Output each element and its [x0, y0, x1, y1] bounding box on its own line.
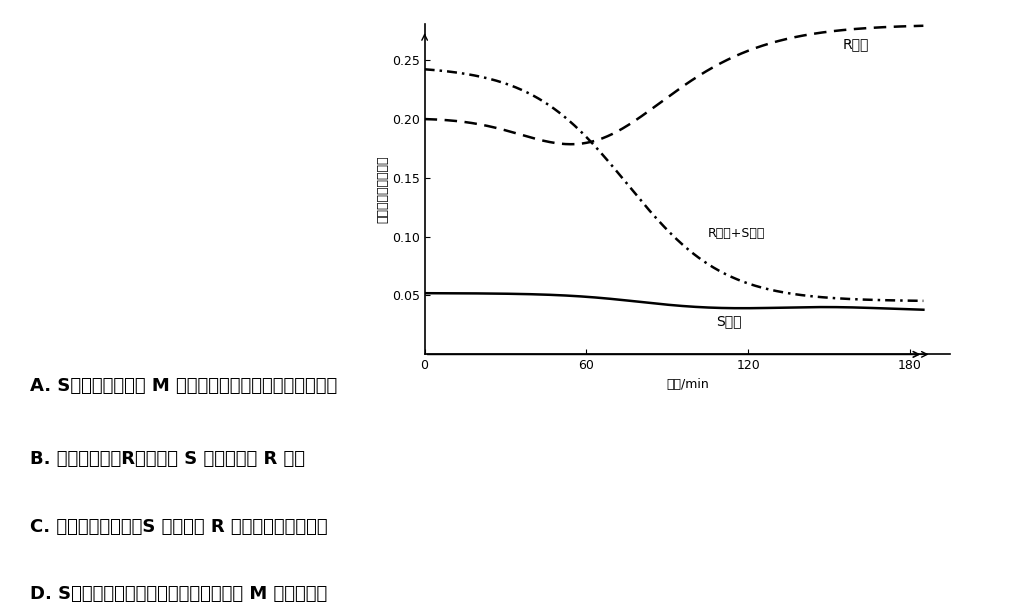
Text: R型菌: R型菌	[842, 37, 868, 51]
Text: D. S型枯草杆菌细胞膜上含有能被噬菌体 M 识别的受体: D. S型枯草杆菌细胞膜上含有能被噬菌体 M 识别的受体	[30, 585, 328, 603]
Text: A. S型菌能为噬菌体 M 的增殖提供模板、原料和相关的酶: A. S型菌能为噬菌体 M 的增殖提供模板、原料和相关的酶	[30, 377, 338, 395]
Text: S型菌: S型菌	[716, 314, 741, 328]
Text: R型菌+S型菌: R型菌+S型菌	[708, 227, 765, 240]
X-axis label: 时间/min: 时间/min	[666, 378, 709, 391]
Y-axis label: 枯草杆菌的相对含量: 枯草杆菌的相对含量	[376, 156, 389, 223]
Text: C. 混合培养过程中，S 型菌诱导 R 型菌发生了定向突变: C. 混合培养过程中，S 型菌诱导 R 型菌发生了定向突变	[30, 518, 328, 536]
Text: B. 混合培养后，R型菌能使 S 型菌转化为 R 型菌: B. 混合培养后，R型菌能使 S 型菌转化为 R 型菌	[30, 450, 305, 469]
